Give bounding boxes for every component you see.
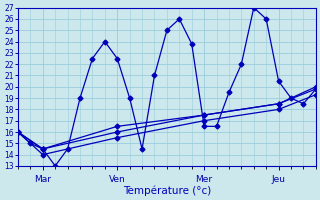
X-axis label: Température (°c): Température (°c) (123, 185, 211, 196)
